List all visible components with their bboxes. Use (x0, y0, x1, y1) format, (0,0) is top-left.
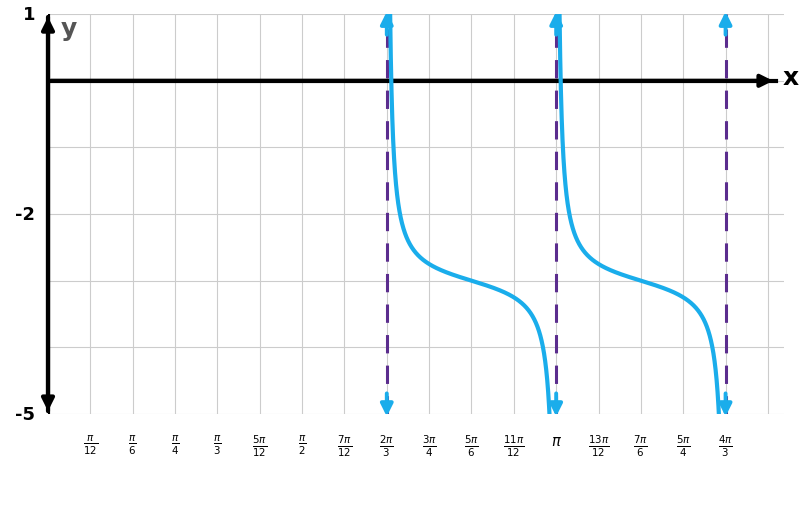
Text: y: y (61, 17, 77, 40)
Text: $\frac{2\pi}{3}$: $\frac{2\pi}{3}$ (379, 433, 394, 458)
Text: $\frac{\pi}{3}$: $\frac{\pi}{3}$ (213, 433, 222, 456)
Text: $\frac{11\pi}{12}$: $\frac{11\pi}{12}$ (503, 433, 525, 458)
Text: $\frac{\pi}{12}$: $\frac{\pi}{12}$ (83, 433, 98, 456)
Text: -5: -5 (15, 405, 35, 423)
Text: $\frac{\pi}{6}$: $\frac{\pi}{6}$ (129, 433, 137, 456)
Text: 1: 1 (22, 6, 35, 24)
Text: $\frac{4\pi}{3}$: $\frac{4\pi}{3}$ (718, 433, 733, 458)
Text: $\frac{13\pi}{12}$: $\frac{13\pi}{12}$ (588, 433, 609, 458)
Text: x: x (782, 66, 798, 90)
Text: $\frac{3\pi}{4}$: $\frac{3\pi}{4}$ (422, 433, 437, 458)
Text: -2: -2 (15, 206, 35, 224)
Text: $\frac{\pi}{4}$: $\frac{\pi}{4}$ (170, 433, 179, 456)
Text: $\frac{7\pi}{12}$: $\frac{7\pi}{12}$ (337, 433, 352, 458)
Text: $\frac{5\pi}{4}$: $\frac{5\pi}{4}$ (676, 433, 690, 458)
Text: $\frac{\pi}{2}$: $\frac{\pi}{2}$ (298, 433, 306, 456)
Text: $\pi$: $\pi$ (550, 433, 562, 448)
Text: $\frac{7\pi}{6}$: $\frac{7\pi}{6}$ (634, 433, 648, 458)
Text: $\frac{5\pi}{12}$: $\frac{5\pi}{12}$ (252, 433, 267, 458)
Text: $\frac{5\pi}{6}$: $\frac{5\pi}{6}$ (464, 433, 479, 458)
